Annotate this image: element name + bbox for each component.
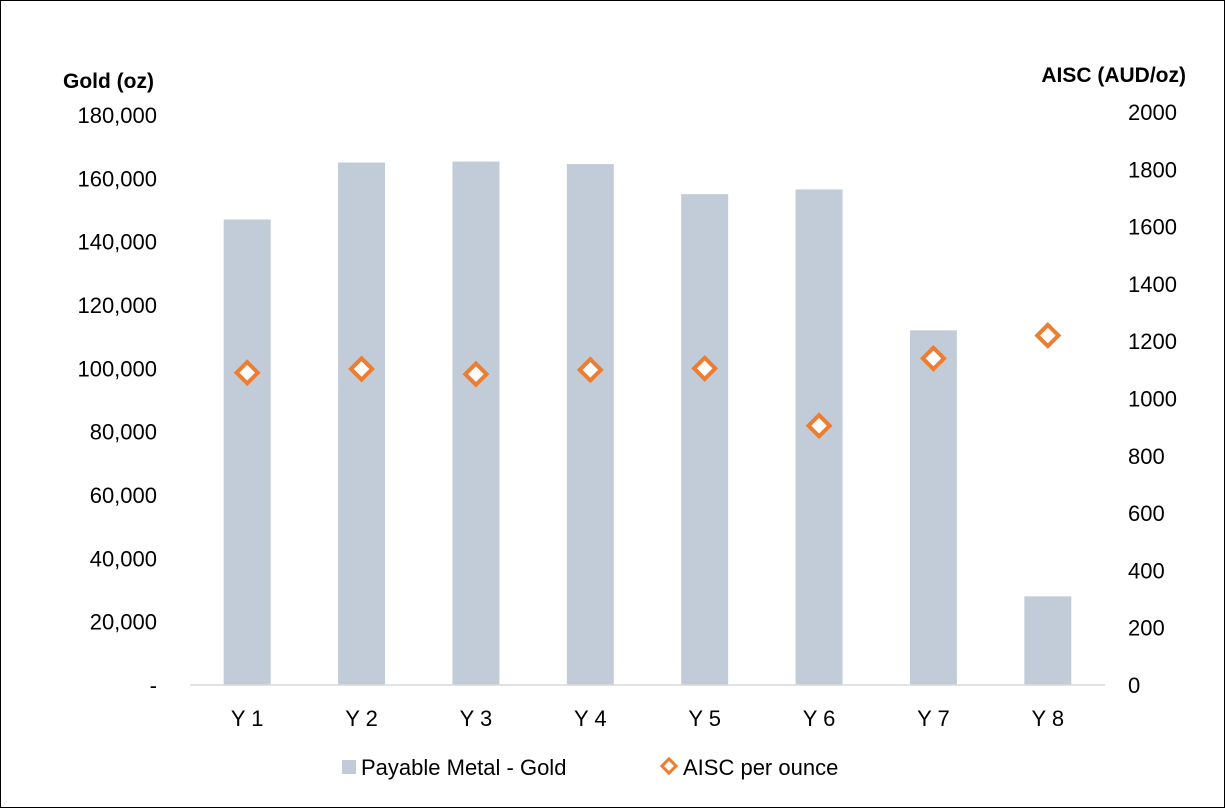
right-tick-label: 1400 (1128, 272, 1177, 297)
bar-y4 (566, 164, 614, 686)
left-tick-label: 60,000 (90, 483, 157, 508)
legend-bar-swatch (342, 760, 356, 774)
x-tick-label: Y 5 (688, 706, 721, 731)
right-tick-label: 1200 (1128, 329, 1177, 354)
x-tick-label: Y 4 (574, 706, 607, 731)
legend-marker-label: AISC per ounce (683, 755, 838, 780)
right-tick-label: 0 (1128, 673, 1140, 698)
left-tick-label: 80,000 (90, 420, 157, 445)
right-tick-label: 1800 (1128, 157, 1177, 182)
left-tick-label: 120,000 (77, 293, 157, 318)
right-tick-label: 200 (1128, 616, 1165, 641)
aisc-marker-y7 (920, 344, 947, 372)
legend-bar-label: Payable Metal - Gold (361, 755, 566, 780)
right-tick-label: 600 (1128, 501, 1165, 526)
right-tick-label: 1000 (1128, 387, 1177, 412)
bars-layer (223, 161, 1072, 686)
left-tick-label: - (150, 673, 157, 698)
aisc-marker-y3 (462, 360, 490, 388)
aisc-marker-y1 (233, 359, 261, 387)
bar-y8 (1024, 596, 1072, 685)
markers-layer (233, 322, 1062, 440)
bar-y2 (338, 162, 386, 685)
aisc-marker-y6 (805, 412, 833, 440)
aisc-marker-y5 (691, 354, 719, 382)
x-tick-label: Y 6 (803, 706, 836, 731)
aisc-marker-y4 (576, 356, 604, 384)
bar-y1 (223, 219, 271, 685)
legend-marker-swatch (659, 756, 679, 776)
left-tick-label: 180,000 (77, 103, 157, 128)
x-tick-label: Y 1 (231, 706, 264, 731)
bar-y5 (681, 194, 729, 685)
right-tick-label: 400 (1128, 558, 1165, 583)
x-tick-label: Y 8 (1032, 706, 1065, 731)
left-axis-title: Gold (oz) (63, 70, 154, 93)
right-tick-label: 1600 (1128, 215, 1177, 240)
aisc-marker-y2 (348, 355, 375, 383)
x-tick-label: Y 7 (917, 706, 950, 731)
left-tick-label: 100,000 (77, 356, 157, 381)
bar-y7 (909, 330, 957, 685)
right-axis-ticks: 0 200 400 600 800 1000 1200 1400 1600 1800 2000 (1128, 100, 1177, 698)
left-tick-label: 140,000 (77, 230, 157, 255)
x-axis-ticks: Y 1 Y 2 Y 3 Y 4 Y 5 Y 6 Y 7 Y 8 (231, 706, 1064, 731)
left-tick-label: 20,000 (90, 610, 157, 635)
right-axis-title: AISC (AUD/oz) (1041, 64, 1186, 87)
left-axis-ticks: - 20,000 40,000 60,000 80,000 100,000 120,000 1… (77, 103, 157, 698)
x-tick-label: Y 2 (345, 706, 378, 731)
bar-y3 (452, 161, 500, 686)
legend: Payable Metal - Gold AISC per ounce (342, 755, 838, 780)
right-tick-label: 800 (1128, 444, 1165, 469)
x-tick-label: Y 3 (460, 706, 493, 731)
right-tick-label: 2000 (1128, 100, 1177, 125)
left-tick-label: 160,000 (77, 166, 157, 191)
left-tick-label: 40,000 (90, 546, 157, 571)
aisc-marker-y8 (1034, 322, 1062, 349)
